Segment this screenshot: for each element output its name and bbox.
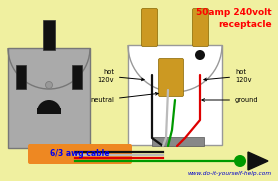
Text: neutral: neutral [90,92,158,103]
FancyBboxPatch shape [158,58,183,96]
FancyBboxPatch shape [28,144,132,164]
Circle shape [234,155,246,167]
Circle shape [46,81,53,89]
Bar [128,45,222,145]
Text: www.do-it-yourself-help.com: www.do-it-yourself-help.com [188,172,272,176]
Bar [37,108,61,114]
Bar [8,48,90,148]
Bar [152,137,204,146]
Text: 6/3 awg cable: 6/3 awg cable [50,150,110,159]
FancyBboxPatch shape [142,9,158,47]
Wedge shape [8,48,90,89]
Polygon shape [248,152,268,170]
Wedge shape [37,100,61,112]
Bar [8,48,90,148]
Bar [72,65,82,89]
Bar [16,65,26,89]
Text: receptacle: receptacle [219,20,272,29]
Text: hot
120v: hot 120v [204,70,252,83]
Bar [43,20,55,50]
Wedge shape [128,45,222,92]
Circle shape [195,50,205,60]
Text: ground: ground [202,97,259,103]
FancyBboxPatch shape [192,9,208,47]
Text: hot
120v: hot 120v [98,70,144,83]
Text: 50amp 240volt: 50amp 240volt [196,8,272,17]
Bar [128,45,222,145]
